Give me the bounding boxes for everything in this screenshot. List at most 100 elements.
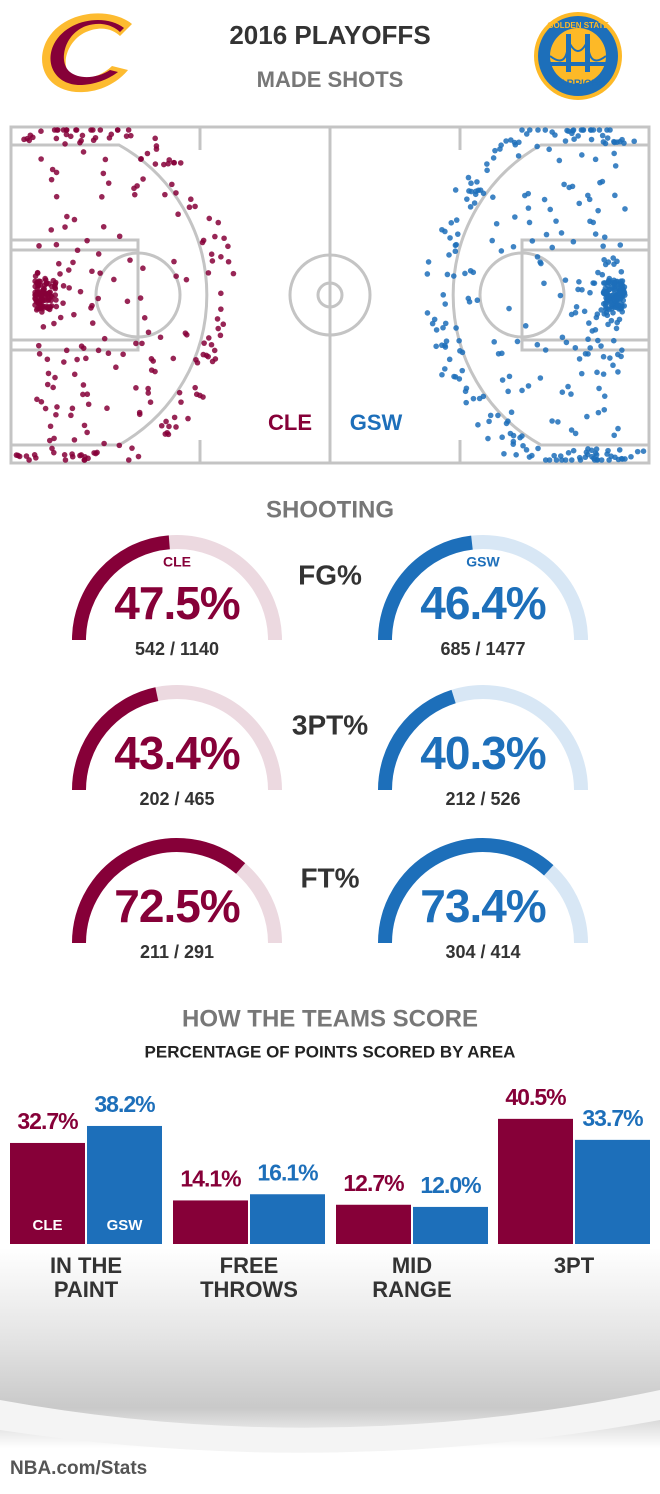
shot-dot [43, 290, 49, 297]
shot-dot [71, 437, 78, 443]
shot-dot [490, 155, 497, 161]
shot-dot [493, 220, 500, 227]
shot-dot [466, 188, 472, 194]
shot-dot [569, 183, 576, 190]
shot-dot [199, 239, 206, 246]
shot-dot [433, 343, 439, 350]
shot-dot [611, 138, 617, 145]
shot-dot [53, 241, 60, 248]
shot-dot [471, 200, 478, 206]
shot-dot [188, 196, 194, 203]
shot-dot [556, 157, 563, 164]
shot-dot [555, 419, 561, 425]
shot-dot [192, 384, 198, 391]
shot-dot [595, 207, 601, 214]
shot-dot [217, 332, 224, 339]
shot-dot [63, 131, 70, 138]
shot-dot [600, 139, 607, 145]
shot-dot [125, 127, 132, 133]
shot-dot [218, 254, 224, 260]
shot-dot [565, 128, 572, 134]
shot-dot [81, 422, 88, 429]
shot-dot [67, 133, 74, 140]
shot-dot [61, 359, 67, 365]
gauge-value: 47.5% [114, 577, 240, 629]
shot-dot [425, 259, 432, 265]
shot-dot [611, 150, 617, 157]
shot-dot [600, 243, 606, 249]
shot-dot [50, 384, 56, 391]
shot-dot [514, 338, 521, 345]
shot-dot [553, 457, 560, 463]
shot-dot [51, 320, 57, 327]
bar [173, 1200, 248, 1244]
shot-dot [208, 341, 215, 348]
shot-dot [541, 196, 548, 203]
shot-dot [136, 409, 143, 416]
shot-dot [612, 454, 618, 461]
shot-dot [603, 295, 609, 301]
shot-dot [463, 399, 469, 406]
shot-dot [201, 340, 207, 346]
shot-dot [177, 160, 184, 166]
shot-dot [38, 156, 44, 162]
shot-dot [51, 435, 57, 442]
shot-dot [133, 385, 139, 391]
shot-dot [37, 278, 44, 285]
shot-dot [32, 283, 38, 290]
shot-dot [477, 187, 484, 193]
shot-dot [595, 269, 601, 276]
shot-dot [45, 370, 52, 377]
stat-label: FG% [298, 559, 362, 590]
shot-dot [171, 258, 177, 265]
shot-dot [68, 412, 74, 419]
shot-dot [453, 217, 460, 223]
shot-dot [152, 368, 158, 375]
shot-dot [84, 237, 90, 244]
gauge-team: GSW [466, 554, 500, 570]
shot-dot [575, 286, 581, 293]
shot-dot [606, 457, 612, 463]
legend-label: CLE [33, 1217, 63, 1234]
shot-dot [599, 178, 606, 185]
shot-dot [610, 310, 616, 316]
shot-dot [69, 405, 76, 412]
bar [250, 1194, 325, 1244]
gauge-shots: 212 / 526 [445, 789, 520, 809]
shot-dot [601, 406, 608, 413]
shot-dot [464, 196, 470, 202]
bar [498, 1118, 573, 1244]
shot-dot [578, 370, 585, 377]
shot-dot [97, 270, 103, 276]
shot-dot [588, 136, 595, 143]
shot-dot [593, 451, 600, 458]
shot-dot [102, 156, 109, 163]
shot-dot [610, 337, 617, 344]
shot-dot [452, 187, 459, 193]
shot-dot [141, 315, 148, 321]
shot-dot [605, 259, 612, 265]
shot-dot [185, 415, 191, 422]
shot-dot [520, 442, 526, 449]
shot-dot [89, 320, 96, 326]
shot-dot [230, 270, 237, 277]
shot-dot [542, 127, 549, 133]
shot-dot [70, 259, 76, 266]
shot-dot [53, 411, 59, 418]
shot-dot [153, 146, 160, 152]
shot-dot [140, 265, 146, 272]
shot-dot [433, 327, 440, 333]
gauge-shots: 304 / 414 [445, 942, 520, 962]
category-text: IN THE PAINT [49, 1254, 123, 1302]
shot-dot [598, 343, 604, 349]
bar-value: 40.5% [505, 1084, 566, 1110]
category-text: MID RANGE [372, 1254, 452, 1302]
shot-dot [611, 261, 617, 267]
shot-dot [568, 427, 575, 433]
shot-dot [582, 350, 589, 357]
shot-dot [618, 268, 625, 275]
shot-dot [535, 445, 541, 452]
shot-dot [85, 401, 92, 408]
shot-dot [71, 216, 78, 223]
shot-dot [166, 423, 172, 430]
